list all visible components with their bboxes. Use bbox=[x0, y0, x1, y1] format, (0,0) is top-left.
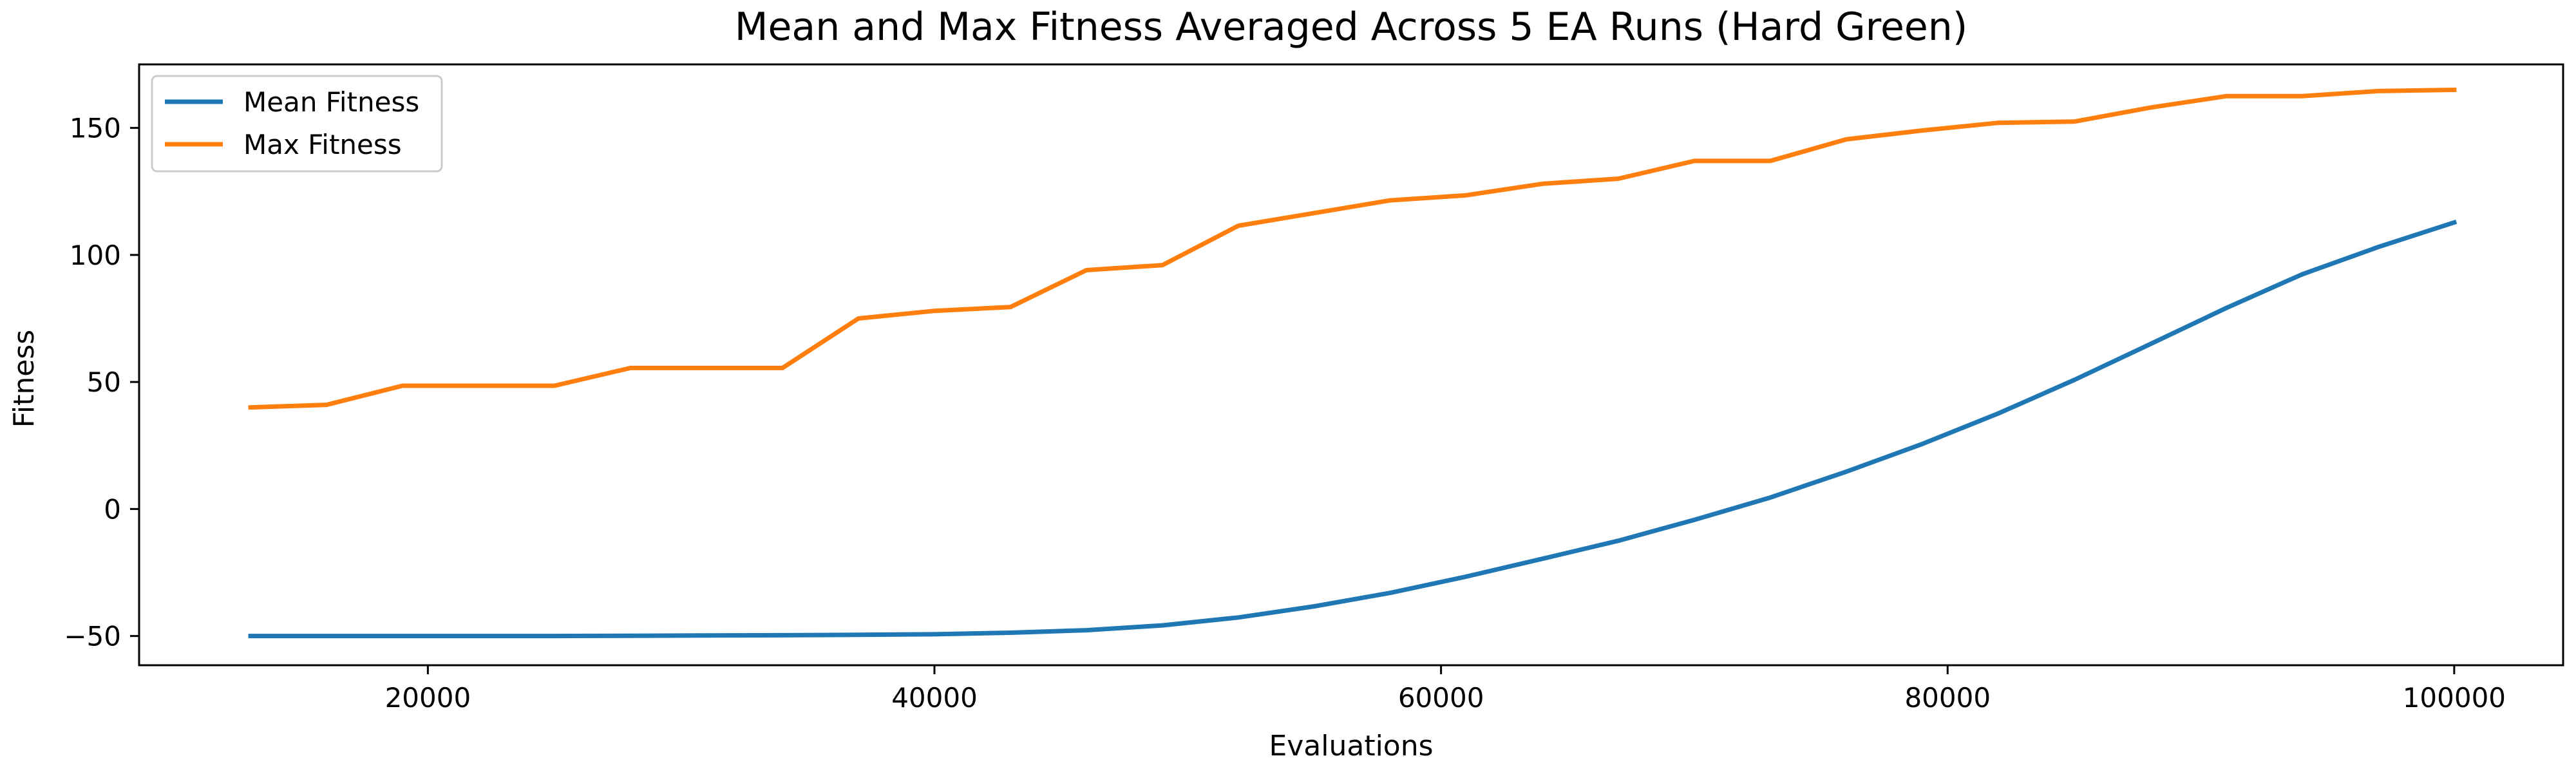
x-tick-label: 20000 bbox=[385, 682, 471, 714]
y-tick-label: 150 bbox=[70, 113, 121, 144]
x-tick-label: 40000 bbox=[891, 682, 978, 714]
x-axis-label: Evaluations bbox=[1269, 730, 1433, 762]
x-tick-label: 80000 bbox=[1904, 682, 1991, 714]
y-tick-label: −50 bbox=[64, 621, 121, 652]
y-axis-label: Fitness bbox=[8, 330, 41, 428]
x-tick-label: 100000 bbox=[2403, 682, 2506, 714]
axes-frame bbox=[138, 63, 2564, 667]
y-tick-label: 0 bbox=[104, 493, 121, 525]
legend-label-max-fitness: Max Fitness bbox=[243, 129, 402, 160]
legend-label-mean-fitness: Mean Fitness bbox=[243, 86, 419, 118]
y-tick-label: 50 bbox=[87, 366, 121, 398]
series-line-mean-fitness bbox=[248, 219, 2458, 639]
chart-title: Mean and Max Fitness Averaged Across 5 E… bbox=[735, 5, 1968, 50]
y-tick-label: 100 bbox=[70, 240, 121, 271]
legend-box bbox=[151, 75, 443, 173]
x-tick-label: 60000 bbox=[1398, 682, 1484, 714]
series-line-max-fitness bbox=[248, 87, 2457, 410]
legend: Mean Fitness Max Fitness bbox=[151, 75, 443, 173]
plot-area: 20000 40000 60000 80000 100000 −50 0 50 100 150 bbox=[64, 63, 2564, 714]
